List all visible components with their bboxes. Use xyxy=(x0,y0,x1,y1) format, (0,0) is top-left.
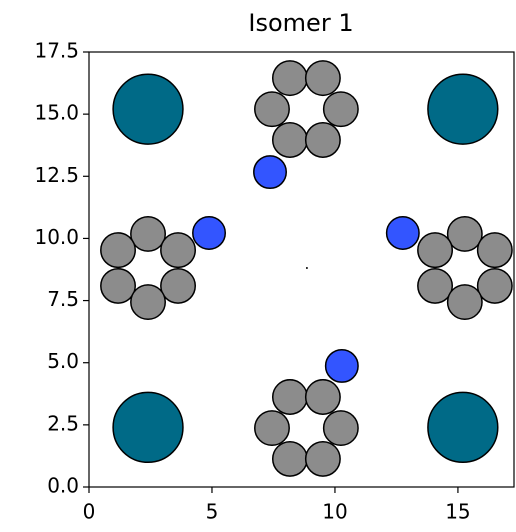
atom xyxy=(305,267,308,269)
x-tick-label: 0 xyxy=(83,500,96,524)
atom xyxy=(254,91,290,128)
atom xyxy=(253,155,288,190)
atom xyxy=(271,122,308,158)
atom xyxy=(160,232,197,269)
atom xyxy=(427,73,499,145)
chart-title: Isomer 1 xyxy=(248,9,353,37)
y-tick-label: 15.0 xyxy=(34,101,79,125)
x-tick-label: 15 xyxy=(445,500,470,524)
atom xyxy=(100,267,136,304)
atom xyxy=(130,215,166,252)
atom xyxy=(304,122,341,158)
atom xyxy=(322,91,359,128)
atom xyxy=(160,267,197,304)
y-tick-label: 0.0 xyxy=(47,474,79,498)
y-tick-label: 12.5 xyxy=(34,163,79,187)
y-tick-label: 7.5 xyxy=(47,287,79,311)
atom xyxy=(304,440,341,477)
atom xyxy=(304,60,341,97)
atom xyxy=(254,410,290,447)
atom xyxy=(192,215,227,250)
atom xyxy=(417,232,454,269)
atom xyxy=(322,410,359,447)
y-tick-label: 17.5 xyxy=(34,39,79,63)
atom xyxy=(100,232,136,269)
atom xyxy=(446,284,483,321)
atom xyxy=(271,440,308,477)
atom xyxy=(304,379,341,415)
atom xyxy=(385,215,420,250)
y-tick-label: 10.0 xyxy=(34,225,79,249)
atom xyxy=(476,232,513,269)
plot-frame xyxy=(88,51,515,488)
y-tick-label: 2.5 xyxy=(47,411,79,435)
atom xyxy=(324,348,359,383)
atom xyxy=(427,391,499,464)
x-tick-label: 5 xyxy=(206,500,219,524)
y-tick-label: 5.0 xyxy=(47,349,79,373)
atom xyxy=(130,284,166,321)
atom xyxy=(271,379,308,415)
atom xyxy=(476,267,513,304)
atom xyxy=(112,73,184,145)
atom xyxy=(417,267,454,304)
atom xyxy=(112,391,184,464)
atom xyxy=(446,215,483,252)
x-tick-label: 10 xyxy=(322,500,347,524)
atom xyxy=(271,60,308,97)
